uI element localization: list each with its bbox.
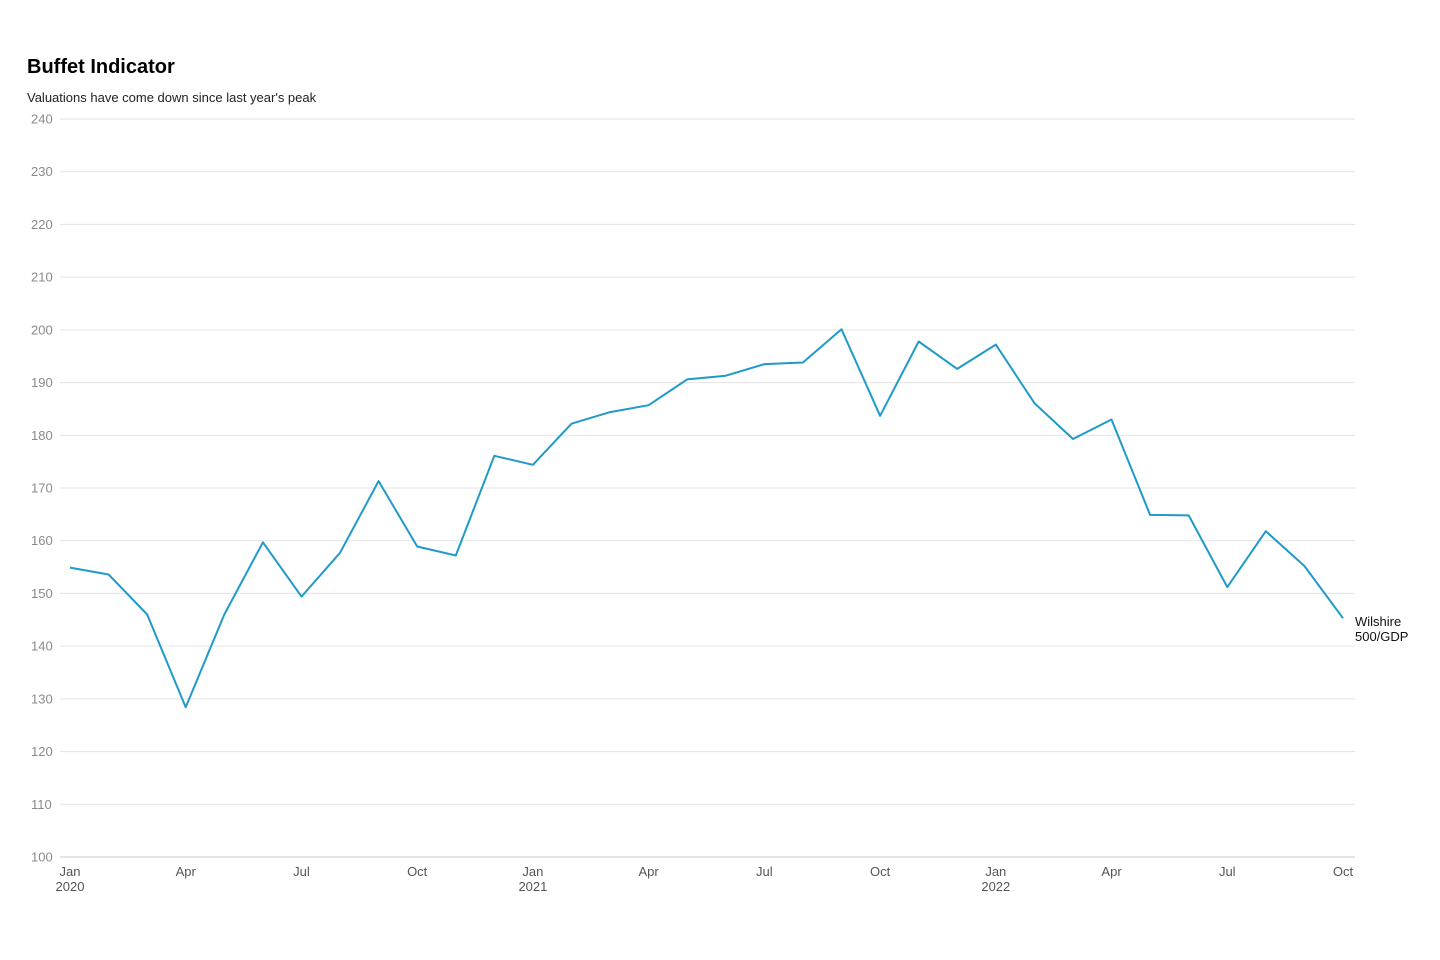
x-tick-label: Jul: [1219, 864, 1236, 879]
y-axis: 100 110 120 130 140 150 160 170 180 190 200 210 220 2…: [31, 112, 53, 865]
x-tick-label: Apr: [1101, 864, 1122, 879]
y-tick-label: 110: [31, 797, 52, 812]
x-tick-label: Oct: [407, 864, 428, 879]
x-tick-label: Jul: [293, 864, 310, 879]
y-tick-label: 140: [31, 639, 53, 654]
y-tick-label: 230: [31, 164, 53, 179]
y-tick-label: 200: [31, 322, 53, 337]
x-tick-label: Jan: [985, 864, 1006, 879]
y-tick-label: 220: [31, 217, 53, 232]
y-tick-label: 210: [31, 270, 53, 285]
series-line: [69, 328, 1344, 709]
y-tick-label: 240: [31, 112, 53, 127]
gridlines: [60, 118, 1355, 858]
x-tick-year: 2021: [518, 879, 547, 894]
series-layer: Wilshire 500/GDP: [69, 328, 1408, 709]
y-tick-label: 160: [31, 533, 53, 548]
x-tick-label: Apr: [639, 864, 660, 879]
x-tick-label: Oct: [1333, 864, 1354, 879]
y-tick-label: 150: [31, 586, 53, 601]
y-tick-label: 180: [31, 428, 53, 443]
x-tick-label: Apr: [176, 864, 197, 879]
x-tick-label: Jan: [60, 864, 81, 879]
x-tick-year: 2022: [981, 879, 1010, 894]
series-label: Wilshire 500/GDP: [1355, 614, 1408, 644]
chart-title: Buffet Indicator: [27, 56, 175, 78]
chart-subtitle: Valuations have come down since last yea…: [27, 90, 317, 105]
x-tick-year: 2020: [56, 879, 85, 894]
y-tick-label: 190: [31, 375, 53, 390]
x-tick-label: Jan: [522, 864, 543, 879]
x-tick-label: Oct: [870, 864, 891, 879]
x-tick-label: Jul: [756, 864, 773, 879]
y-tick-label: 130: [31, 691, 53, 706]
y-tick-label: 120: [31, 744, 53, 759]
y-tick-label: 170: [31, 481, 53, 496]
y-tick-label: 100: [31, 850, 53, 865]
